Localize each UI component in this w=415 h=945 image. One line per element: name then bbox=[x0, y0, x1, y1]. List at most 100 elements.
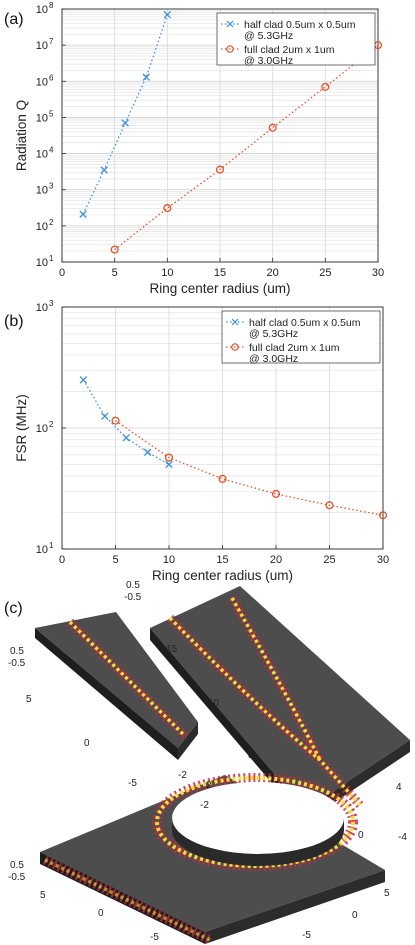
tick: -0.5 bbox=[124, 592, 142, 603]
bus-waveguide bbox=[44, 858, 211, 942]
data-point bbox=[142, 73, 151, 81]
data-point bbox=[101, 412, 109, 421]
legend-box bbox=[221, 310, 381, 364]
data-point bbox=[165, 460, 173, 469]
y-tick-label: 10 bbox=[36, 149, 48, 161]
y-tick-exponent: 2 bbox=[49, 218, 54, 227]
tick: 15 bbox=[166, 644, 178, 655]
y-tick-exponent: 4 bbox=[49, 146, 54, 155]
y-tick-exponent: 3 bbox=[49, 182, 54, 191]
x-tick-label: 15 bbox=[216, 554, 228, 566]
tick: 2 bbox=[206, 780, 212, 791]
y-tick-label: 10 bbox=[36, 185, 48, 197]
tick: 5 bbox=[384, 888, 390, 899]
y-tick-exponent: 1 bbox=[49, 254, 54, 263]
x-tick-label: 10 bbox=[161, 267, 173, 279]
data-point bbox=[268, 123, 277, 132]
x-tick-label: 20 bbox=[267, 267, 279, 279]
data-point bbox=[79, 376, 88, 384]
x-tick-label: 25 bbox=[323, 554, 335, 566]
tick: -5 bbox=[150, 932, 159, 943]
legend: half clad 0.5um x 0.5um@ 5.3GHz full clad… bbox=[221, 310, 381, 365]
x-tick-label: 10 bbox=[163, 554, 175, 566]
legend-label-sub: @ 3.0GHz bbox=[244, 55, 293, 67]
tick: -2 bbox=[200, 800, 209, 811]
legend-label-sub: @ 5.3GHz bbox=[249, 328, 298, 340]
tick: 0 bbox=[358, 830, 364, 841]
data-point bbox=[122, 434, 130, 442]
panel-c-simulations: 0.5 -0.5 5 0 -5 -2 0.5 -0.5 15 10 5 0 -4… bbox=[8, 580, 410, 945]
y-axis-label: Radiation Q bbox=[14, 100, 29, 171]
y-tick-label: 10 bbox=[36, 40, 48, 52]
data-point bbox=[163, 10, 172, 19]
y-tick-exponent: 8 bbox=[49, 1, 54, 10]
legend: half clad 0.5um x 0.5um@ 5.3GHz full clad… bbox=[216, 12, 376, 67]
tick: 0.5 bbox=[10, 646, 24, 657]
grid bbox=[61, 9, 379, 263]
y-tick-exponent: 5 bbox=[49, 109, 54, 118]
data-point bbox=[325, 501, 334, 510]
data-point bbox=[378, 511, 388, 520]
tick: 0.5 bbox=[126, 580, 140, 591]
panel-c-axis-ticks: 0.5 -0.5 5 0 -5 -2 0.5 -0.5 15 10 5 0 -4… bbox=[8, 580, 407, 943]
x-tick-label: 15 bbox=[214, 267, 226, 279]
series-full-clad bbox=[111, 416, 388, 520]
y-tick-exponent: 2 bbox=[49, 420, 54, 429]
legend-box bbox=[216, 12, 376, 66]
data-point bbox=[163, 204, 172, 213]
tick: 5 bbox=[26, 694, 32, 705]
ring-resonator-slab bbox=[40, 773, 385, 945]
straight-waveguide-slab bbox=[35, 612, 198, 760]
y-tick-label: 10 bbox=[36, 257, 48, 269]
tick: -0.5 bbox=[8, 872, 26, 883]
data-point bbox=[121, 119, 129, 127]
tick: 0 bbox=[84, 738, 90, 749]
legend-label: full clad 2um x 1um bbox=[244, 44, 335, 56]
panel-label-a: (a) bbox=[4, 11, 24, 28]
data-point bbox=[215, 165, 225, 174]
ring-mode bbox=[155, 776, 355, 868]
legend-label-sub: @ 3.0GHz bbox=[249, 353, 298, 365]
data-point bbox=[271, 489, 281, 499]
y-tick-exponent: 1 bbox=[49, 541, 54, 550]
x-axis-label: Ring center radius (um) bbox=[152, 568, 293, 583]
data-point bbox=[164, 453, 174, 462]
panel-label-c: (c) bbox=[4, 600, 23, 617]
series-half-clad bbox=[79, 376, 173, 469]
tick: -0.5 bbox=[8, 658, 26, 669]
ring-hole bbox=[172, 782, 344, 854]
y-tick-exponent: 3 bbox=[49, 299, 54, 308]
series-line bbox=[114, 44, 379, 251]
tick: 0 bbox=[352, 910, 358, 921]
straight-mode-pattern bbox=[66, 618, 189, 740]
panel-label-b: (b) bbox=[4, 313, 24, 330]
y-tick-label: 10 bbox=[36, 423, 48, 435]
x-tick-label: 20 bbox=[270, 554, 282, 566]
x-tick-label: 30 bbox=[377, 554, 389, 566]
legend-marker bbox=[231, 318, 239, 326]
data-point bbox=[79, 210, 87, 218]
x-axis-label: Ring center radius (um) bbox=[149, 281, 290, 296]
data-point bbox=[143, 448, 152, 457]
legend-marker bbox=[231, 343, 239, 351]
tick: 10 bbox=[208, 698, 220, 709]
x-tick-label: 0 bbox=[59, 554, 65, 566]
y-tick-label: 10 bbox=[36, 76, 48, 88]
tick: 5 bbox=[248, 750, 254, 761]
y-tick-exponent: 7 bbox=[49, 37, 54, 46]
series-half-clad bbox=[79, 10, 172, 218]
legend-marker bbox=[226, 20, 234, 28]
legend-label: half clad 0.5um x 0.5um bbox=[244, 19, 356, 31]
data-point bbox=[111, 416, 120, 425]
tick: -2 bbox=[178, 770, 187, 781]
y-tick-exponent: 6 bbox=[49, 73, 54, 82]
y-tick-label: 10 bbox=[36, 4, 48, 16]
y-tick-label: 10 bbox=[36, 302, 48, 314]
y-tick-label: 10 bbox=[36, 221, 48, 233]
tick: 0.5 bbox=[10, 860, 24, 871]
data-point bbox=[321, 82, 330, 91]
y-splitter-mode-pattern bbox=[166, 595, 364, 808]
